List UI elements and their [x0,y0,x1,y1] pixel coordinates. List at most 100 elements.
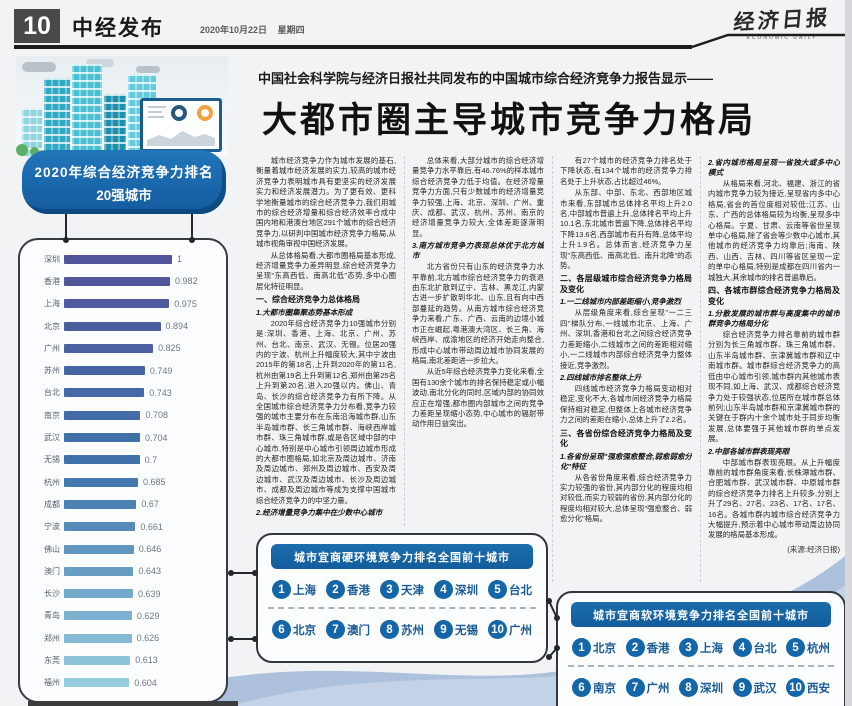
rank-badge: 3 [380,580,399,599]
article-heading: 2.四线城市排名整体上升 [560,372,642,382]
chart-row: 宁波 0.661 [30,516,220,538]
building-icon [72,64,102,156]
bar-label: 成都 [44,499,60,509]
article-kicker: 中国社会科学院与经济日报社共同发布的中国城市综合经济竞争力报告显示—— [258,71,714,86]
rank-badge: 6 [272,620,291,639]
bar-value: 0.708 [145,410,168,421]
article-paragraph: 从层级角度来看,综合呈现"一二三四"梯队分布,一线城市北京、上海、广州、深圳,香… [560,308,692,370]
ranking-item: 4 深圳 [434,580,478,599]
article-column-2: 总体来看,大部分城市的综合经济增量竞争力水平靠后,有46.76%的样本城市综合经… [404,156,544,526]
bar [64,477,138,487]
chart-row: 成都 0.67 [30,493,220,515]
rank-badge: 4 [434,580,453,599]
rank-badge: 10 [786,678,805,697]
chart-row: 无锡 0.7 [30,449,220,471]
article-paragraph: 总体来看,大部分城市的综合经济增量竞争力水平靠后,有46.76%的样本城市综合经… [412,156,544,238]
bar [64,678,130,688]
article-columns: 城市经济竞争力作为城市发展的基石,衡量着城市经济发展的实力,较高的城市经济竞争力… [256,156,842,582]
weekday-text: 星期四 [277,25,305,35]
bar-value: 0.704 [145,432,168,443]
cloud-icon [136,66,160,73]
article-heading: 1.一二线城市内部差距缩小,竞争激烈 [560,297,681,307]
monitor-line [148,116,164,118]
chart-row: 苏州 0.749 [30,359,220,381]
bar [64,433,141,443]
rank-badge: 5 [786,638,805,657]
rank-city: 南京 [593,682,616,695]
bar-label: 杭州 [44,477,60,487]
ranking-item: 1 上海 [272,580,316,599]
rank-city: 苏州 [401,624,424,637]
masthead: 经济日报 ECONOMIC DAILY [722,4,842,41]
ranking-item: 10 广州 [488,620,532,639]
article-heading: 1.大都市圈集聚态势基本形成 [256,307,353,317]
rank-badge: 10 [488,620,507,639]
bar-label: 长沙 [44,589,60,599]
rank-city: 香港 [646,642,670,655]
bar-label: 武汉 [44,433,60,443]
tree-icon [16,144,28,156]
rank-city: 台北 [509,584,532,597]
rank-city: 广州 [646,682,670,695]
ranking-row-bottom: 6 南京 7 广州 8 深圳 9 武汉 10 西安 [558,678,844,697]
chart-row: 澳门 0.643 [30,560,220,582]
bar-value: 0.643 [138,566,161,577]
bar [64,633,132,643]
bar [64,299,170,309]
bar-value: 0.639 [138,588,161,599]
rank-city: 杭州 [807,642,830,655]
rank-city: 澳门 [347,624,370,637]
rank-city: 广州 [509,624,532,637]
chart-rows: 深圳 1 香港 0.982 上海 0.975 北京 0.894 广州 0.825 苏州 0.749 台北… [30,248,220,694]
article-paragraph: 从东部、中部、东北、西部地区城市来看,东部城市总体排名平均上升2.0名,中部城市… [560,188,692,271]
bar [64,611,132,621]
chart-row: 北京 0.894 [30,315,220,337]
article-paragraph: 综合经济竞争力排名靠前的城市群分别为长三角城市群、珠三角城市群、山东半岛城市群、… [708,330,840,444]
rank-city: 西安 [807,682,830,695]
bar-label: 青岛 [44,611,60,621]
ranking-item: 7 澳门 [326,620,370,639]
bar-label: 上海 [44,299,60,309]
rank-badge: 5 [488,580,507,599]
building-icon [22,108,42,156]
article-paragraph: 从总体格局看,大都市圈格局基本形成,经济增量竞争力差异明显,综合经济竞争力呈现"… [256,250,396,291]
monitor-line [148,106,166,108]
chart-row: 南京 0.708 [30,404,220,426]
bar-label: 深圳 [44,254,60,264]
ranking-item: 7 广州 [625,678,670,697]
rank-badge: 2 [326,580,345,599]
ranking-box-soft-environment: 城市宜商软环境竞争力排名全国前十城市 1 北京 2 香港 3 上海 4 台北 5 杭州 6 南京 7 广… [556,591,846,706]
bar-value: 0.604 [134,677,157,688]
rank-badge: 7 [326,620,345,639]
rank-city: 无锡 [455,624,478,637]
ranking-row-bottom: 6 北京 7 澳门 8 苏州 9 无锡 10 广州 [258,620,546,639]
ranking-item: 3 上海 [679,638,723,657]
bar-value: 0.825 [158,343,181,354]
cloud-icon [22,62,56,72]
article-column-3: 有27个城市的经济竞争力排名处于下降状态,有134个城市的经济竞争力排名处于上升… [552,156,692,582]
bar [64,655,131,665]
chart-row: 武汉 0.704 [30,426,220,448]
bar-value: 0.67 [141,499,159,510]
article-heading: 四、各城市群综合经济竞争力格局及变化 [708,286,840,306]
rank-badge: 9 [434,620,453,639]
rank-badge: 1 [272,580,291,599]
city-illustration [16,56,228,156]
rank-city: 上海 [700,642,723,655]
chart-row: 福州 0.604 [30,672,220,694]
rank-badge: 1 [572,638,591,657]
article-source: (来源:经济日报) [787,544,840,554]
page-number: 10 [14,9,60,43]
competitiveness-chart-panel: 深圳 1 香港 0.982 上海 0.975 北京 0.894 广州 0.825 苏州 0.749 台北… [18,238,228,703]
article-heading: 二、各层级城市综合经济竞争力格局及变化 [560,274,692,294]
article-paragraph: 有27个城市的经济竞争力排名处于下降状态,有134个城市的经济竞争力排名处于上升… [560,156,692,186]
ranking-item: 5 台北 [488,580,532,599]
bar-value: 0.975 [174,298,197,309]
article-heading: 三、各省份综合经济竞争力格局及变化 [560,428,692,449]
article-heading: 3.南方城市竞争力表现总体优于北方城市 [412,241,544,261]
rank-city: 武汉 [753,682,777,695]
rank-city: 台北 [753,642,777,655]
rank-city: 深圳 [455,584,478,597]
bar-value: 0.749 [149,365,173,376]
bar-label: 澳门 [44,566,60,576]
